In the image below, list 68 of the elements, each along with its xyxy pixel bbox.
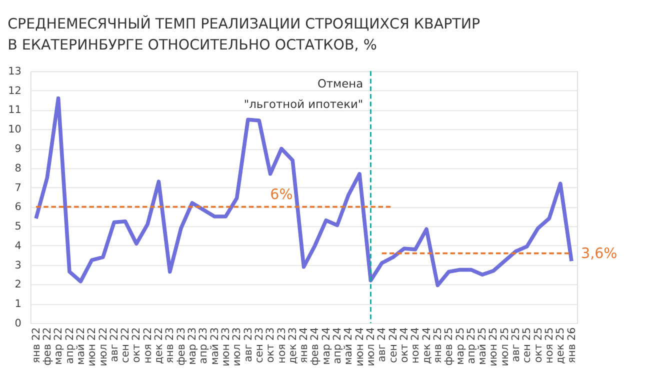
x-tick-label: июл 23	[231, 327, 244, 366]
x-tick-label: янв 26	[566, 327, 578, 364]
y-tick-label: 12	[8, 84, 22, 97]
x-tick-label: авг 25	[510, 327, 522, 362]
line-series	[34, 96, 574, 288]
ref-line-label: Отмена "льготной ипотеки"	[244, 76, 364, 112]
x-tick-label: апр 22	[64, 327, 76, 364]
x-tick-label: ноя 23	[276, 327, 288, 364]
x-tick-label: июл 22	[97, 327, 110, 366]
x-tick-label: июн 23	[220, 327, 232, 366]
x-tick-label: июл 24	[365, 327, 378, 366]
x-tick-label: сен 24	[387, 327, 400, 363]
x-tick-label: май 25	[476, 327, 489, 366]
annotation: 3,6%	[581, 246, 618, 262]
y-tick-label: 2	[14, 278, 22, 291]
x-tick-label: окт 25	[532, 327, 544, 363]
annotation: 6%	[270, 187, 293, 204]
x-tick-label: ноя 22	[142, 327, 154, 364]
x-tick-label: май 23	[208, 327, 221, 366]
y-tick-label: 13	[8, 65, 22, 78]
x-tick-label: янв 22	[30, 327, 42, 364]
x-tick-label: окт 24	[398, 327, 410, 363]
x-tick-label: июн 25	[488, 327, 500, 366]
x-tick-label: янв 23	[164, 327, 176, 364]
x-tick-label: апр 23	[198, 327, 210, 364]
x-tick-label: фев 23	[175, 327, 188, 366]
y-tick-label: 7	[14, 182, 22, 194]
y-tick-label: 9	[14, 143, 22, 156]
x-tick-label: ноя 25	[544, 327, 556, 364]
x-tick-label: дек 25	[554, 327, 567, 364]
x-tick-label: фев 25	[443, 327, 456, 366]
y-tick-label: 6	[14, 201, 22, 214]
x-tick-label: фев 24	[309, 327, 322, 366]
x-tick-label: апр 25	[465, 327, 478, 364]
x-tick-label: сен 23	[253, 327, 266, 363]
x-tick-label: июн 24	[354, 327, 366, 366]
x-tick-label: сен 22	[120, 327, 132, 363]
x-tick-label: авг 22	[108, 327, 120, 362]
x-tick-label: ноя 24	[410, 327, 422, 364]
y-tick-label: 8	[14, 162, 22, 174]
x-tick-label: июл 25	[498, 327, 511, 366]
x-tick-label: дек 24	[420, 327, 433, 364]
x-tick-label: окт 23	[264, 327, 277, 363]
y-tick-label: 0	[14, 317, 22, 330]
y-tick-label: 11	[8, 104, 22, 116]
x-tick-label: мар 25	[454, 327, 466, 365]
chart-title: СРЕДНЕМЕСЯЧНЫЙ ТЕМП РЕАЛИЗАЦИИ СТРОЯЩИХСЯ КВАРТИР В ЕКАТЕРИНБУРГЕ ОТНОСИТЕЛЬНО ОСТАТКОВ, %	[8, 14, 481, 54]
x-tick-label: сен 25	[521, 327, 534, 363]
y-tick-label: 10	[8, 124, 22, 136]
x-tick-label: мар 24	[320, 327, 332, 365]
y-tick-label: 4	[14, 240, 22, 252]
x-tick-label: янв 25	[432, 327, 444, 364]
x-tick-label: мар 22	[52, 327, 65, 365]
x-tick-label: июн 22	[86, 327, 98, 366]
x-tick-label: янв 24	[298, 327, 310, 364]
x-tick-label: авг 24	[376, 327, 388, 362]
x-tick-label: окт 22	[130, 327, 143, 363]
x-tick-label: май 22	[74, 327, 87, 366]
x-tick-label: май 24	[342, 327, 355, 366]
y-tick-label: 3	[14, 259, 22, 272]
x-tick-label: дек 22	[153, 327, 166, 364]
x-tick-label: мар 23	[186, 327, 199, 365]
x-tick-label: фев 22	[41, 327, 54, 366]
x-tick-label: апр 24	[332, 327, 344, 364]
y-tick-label: 5	[14, 220, 22, 233]
x-tick-label: авг 23	[242, 327, 254, 362]
y-tick-label: 1	[14, 298, 22, 310]
x-tick-label: дек 23	[286, 327, 299, 364]
